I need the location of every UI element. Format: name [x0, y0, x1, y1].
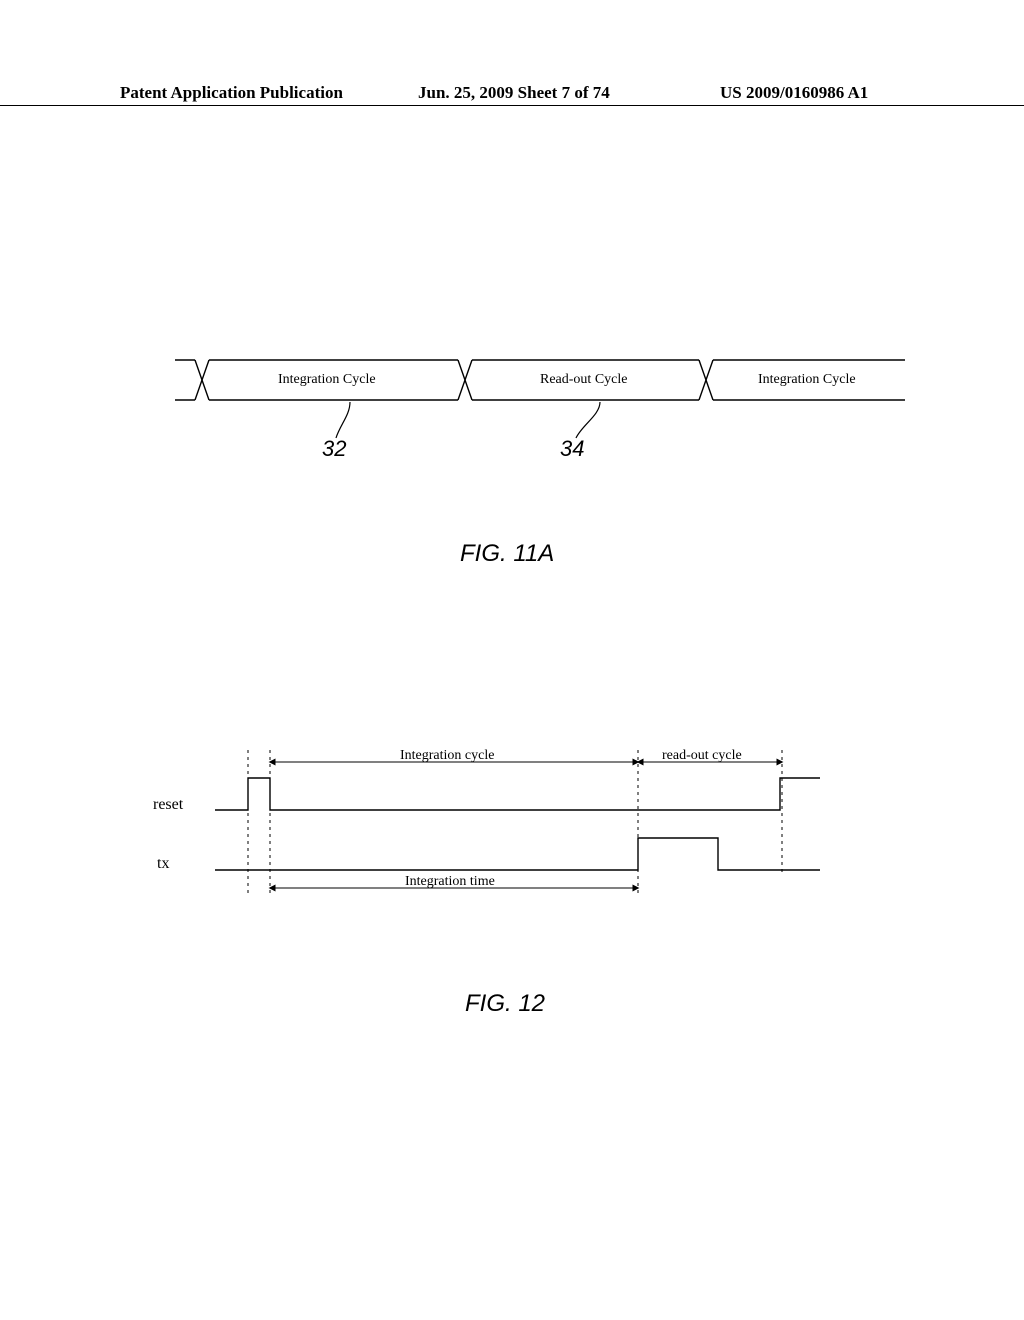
- fig11a-ref-34: 34: [560, 436, 584, 462]
- fig11a-label: FIG. 11A: [460, 540, 554, 568]
- fig11a-block3-label: Integration Cycle: [758, 372, 856, 388]
- fig12-integration-time-label: Integration time: [405, 874, 495, 890]
- fig12-integration-cycle-label: Integration cycle: [400, 748, 494, 764]
- fig12-readout-cycle-label: read-out cycle: [662, 748, 742, 764]
- fig12-reset-label: reset: [153, 796, 183, 814]
- fig12-tx-label: tx: [157, 855, 169, 873]
- fig11a-svg: [0, 0, 1024, 500]
- fig11a-block2-label: Read-out Cycle: [540, 372, 627, 388]
- fig12-label: FIG. 12: [465, 990, 545, 1018]
- fig12-svg: [0, 700, 1024, 1100]
- fig11a-ref-32: 32: [322, 436, 346, 462]
- fig11a-block1-label: Integration Cycle: [278, 372, 376, 388]
